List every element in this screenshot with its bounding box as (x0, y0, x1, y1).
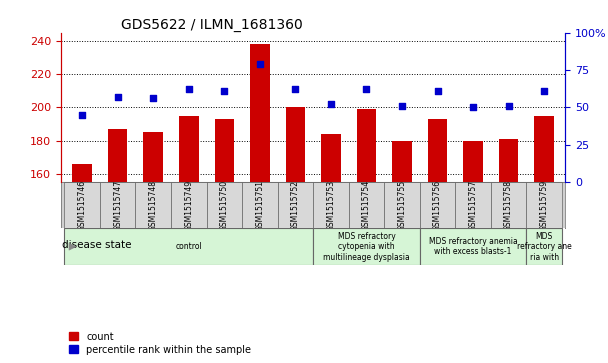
Point (113, 94, 123, 100)
Bar (527, 228, 562, 265)
Bar (171, 182, 207, 228)
Bar (463, 140, 483, 182)
Text: GSM1515759: GSM1515759 (540, 180, 548, 231)
Point (326, 101, 336, 107)
Point (433, 88, 443, 94)
Bar (108, 129, 128, 182)
Bar (242, 182, 278, 228)
Bar (392, 140, 412, 182)
Text: GSM1515750: GSM1515750 (219, 180, 229, 231)
Bar (179, 116, 198, 182)
Bar (491, 182, 527, 228)
Bar (527, 182, 562, 228)
Text: GSM1515753: GSM1515753 (326, 180, 336, 231)
Point (219, 88, 229, 94)
Point (77, 112, 87, 118)
Text: MDS refractory
cytopenia with
multilineage dysplasia: MDS refractory cytopenia with multilinea… (323, 232, 410, 262)
Text: disease state: disease state (62, 240, 131, 250)
Text: GSM1515751: GSM1515751 (255, 180, 264, 231)
Point (148, 95, 158, 101)
Bar (357, 109, 376, 182)
Bar (455, 182, 491, 228)
Bar (64, 182, 100, 228)
Bar (313, 182, 348, 228)
Text: GDS5622 / ILMN_1681360: GDS5622 / ILMN_1681360 (122, 18, 303, 32)
Bar (534, 116, 554, 182)
Point (362, 86, 371, 92)
Point (468, 105, 478, 110)
Bar (215, 119, 234, 182)
Text: GSM1515758: GSM1515758 (504, 180, 513, 231)
Point (255, 61, 264, 67)
Text: GSM1515754: GSM1515754 (362, 180, 371, 231)
Bar (64, 228, 313, 265)
Bar (250, 44, 269, 182)
Bar (321, 134, 340, 182)
Bar (72, 164, 92, 182)
Bar (136, 182, 171, 228)
Text: MDS
refractory ane
ria with: MDS refractory ane ria with (517, 232, 572, 262)
Text: control: control (175, 242, 202, 251)
Bar (384, 182, 420, 228)
Bar (286, 107, 305, 182)
Text: GSM1515748: GSM1515748 (149, 180, 157, 231)
Text: GSM1515747: GSM1515747 (113, 180, 122, 231)
Bar (499, 139, 519, 182)
Point (397, 103, 407, 109)
Text: GSM1515749: GSM1515749 (184, 180, 193, 231)
Bar (428, 119, 447, 182)
Text: GSM1515752: GSM1515752 (291, 180, 300, 231)
Point (539, 88, 549, 94)
Text: GSM1515746: GSM1515746 (78, 180, 86, 231)
Bar (100, 182, 136, 228)
Text: GSM1515757: GSM1515757 (469, 180, 477, 231)
Bar (143, 132, 163, 182)
Text: GSM1515755: GSM1515755 (398, 180, 407, 231)
Bar (313, 228, 420, 265)
Text: MDS refractory anemia
with excess blasts-1: MDS refractory anemia with excess blasts… (429, 237, 517, 256)
Bar (348, 182, 384, 228)
Bar (278, 182, 313, 228)
Bar (420, 182, 455, 228)
Bar (207, 182, 242, 228)
Bar (420, 228, 527, 265)
Point (503, 103, 513, 109)
Point (291, 86, 300, 92)
Text: GSM1515756: GSM1515756 (433, 180, 442, 231)
Point (184, 86, 193, 92)
Legend: count, percentile rank within the sample: count, percentile rank within the sample (69, 331, 251, 355)
